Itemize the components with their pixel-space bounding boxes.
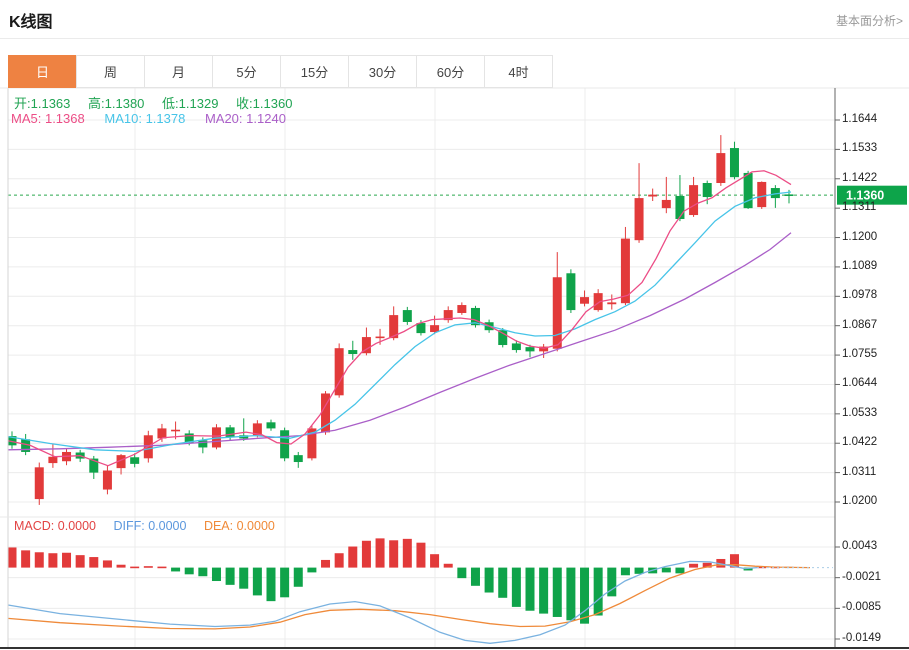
axis-tick-label: -0.0085 [842,601,882,614]
diff-value: 0.0000 [148,519,187,533]
tab-15min[interactable]: 15分 [280,55,349,88]
axis-tick-label: -0.0149 [842,632,882,644]
axis-tick-label: 1.1533 [842,142,878,155]
axis-tick-label: 1.1311 [842,201,877,214]
ma10-value: 1.1378 [145,111,186,126]
fundamental-analysis-link[interactable]: 基本面分析> [835,14,903,28]
dea-value: 0.0000 [236,519,275,533]
ohlc-legend: 开:1.1363 高:1.1380 低:1.1329 收:1.1360 [14,93,306,112]
axis-tick-label: -0.0021 [842,570,882,583]
tab-30min[interactable]: 30分 [348,55,417,88]
high-value: 1.1380 [104,96,145,111]
axis-tick-label: 1.0644 [842,377,878,390]
tab-day[interactable]: 日 [8,55,77,88]
diff-label: DIFF: [113,519,145,533]
current-price-tag: 1.1360 [846,189,884,203]
high-label: 高: [88,96,105,111]
low-label: 低: [162,96,179,111]
axis-tick-label: 1.0422 [842,436,878,449]
macd-legend: MACD: 0.0000 DIFF: 0.0000 DEA: 0.0000 [14,519,289,533]
macd-value: 0.0000 [57,519,96,533]
tab-month[interactable]: 月 [144,55,213,88]
ma10-label: MA10: [104,111,142,126]
axis-tick-label: 1.0200 [842,494,878,507]
close-value: 1.1360 [252,96,293,111]
axis-tick-label: 0.0043 [842,540,878,552]
ma20-value: 1.1240 [246,111,286,126]
axis-tick-label: 1.1089 [842,259,878,272]
ma-legend: MA5: 1.1368 MA10: 1.1378 MA20: 1.1240 [11,111,302,126]
tab-60min[interactable]: 60分 [416,55,485,88]
open-label: 开: [14,96,31,111]
ma20-label: MA20: [204,111,243,126]
tab-5min[interactable]: 5分 [212,55,281,88]
tab-4hour[interactable]: 4时 [484,55,553,88]
axis-tick-label: 1.1200 [842,230,878,243]
axis-tick-label: 1.0755 [842,348,878,361]
open-value: 1.1363 [30,96,71,111]
axis-tick-label: 1.1644 [842,113,878,125]
period-tab-bar: 日 周 月 5分 15分 30分 60分 4时 [8,55,553,88]
ma5-value: 1.1368 [44,111,85,126]
ma5-label: MA5: [11,111,42,126]
tab-week[interactable]: 周 [76,55,145,88]
macd-label: MACD: [14,519,55,533]
page-title: K线图 [9,14,53,31]
close-label: 收: [236,96,253,111]
dea-label: DEA: [203,519,234,533]
axis-tick-label: 1.0533 [842,406,878,419]
axis-tick-label: 1.1422 [842,171,878,184]
axis-tick-label: 1.0311 [842,465,877,478]
low-value: 1.1329 [178,96,219,111]
axis-tick-label: 1.0978 [842,289,878,302]
axis-tick-label: 1.0867 [842,318,878,331]
header-divider [0,38,909,39]
